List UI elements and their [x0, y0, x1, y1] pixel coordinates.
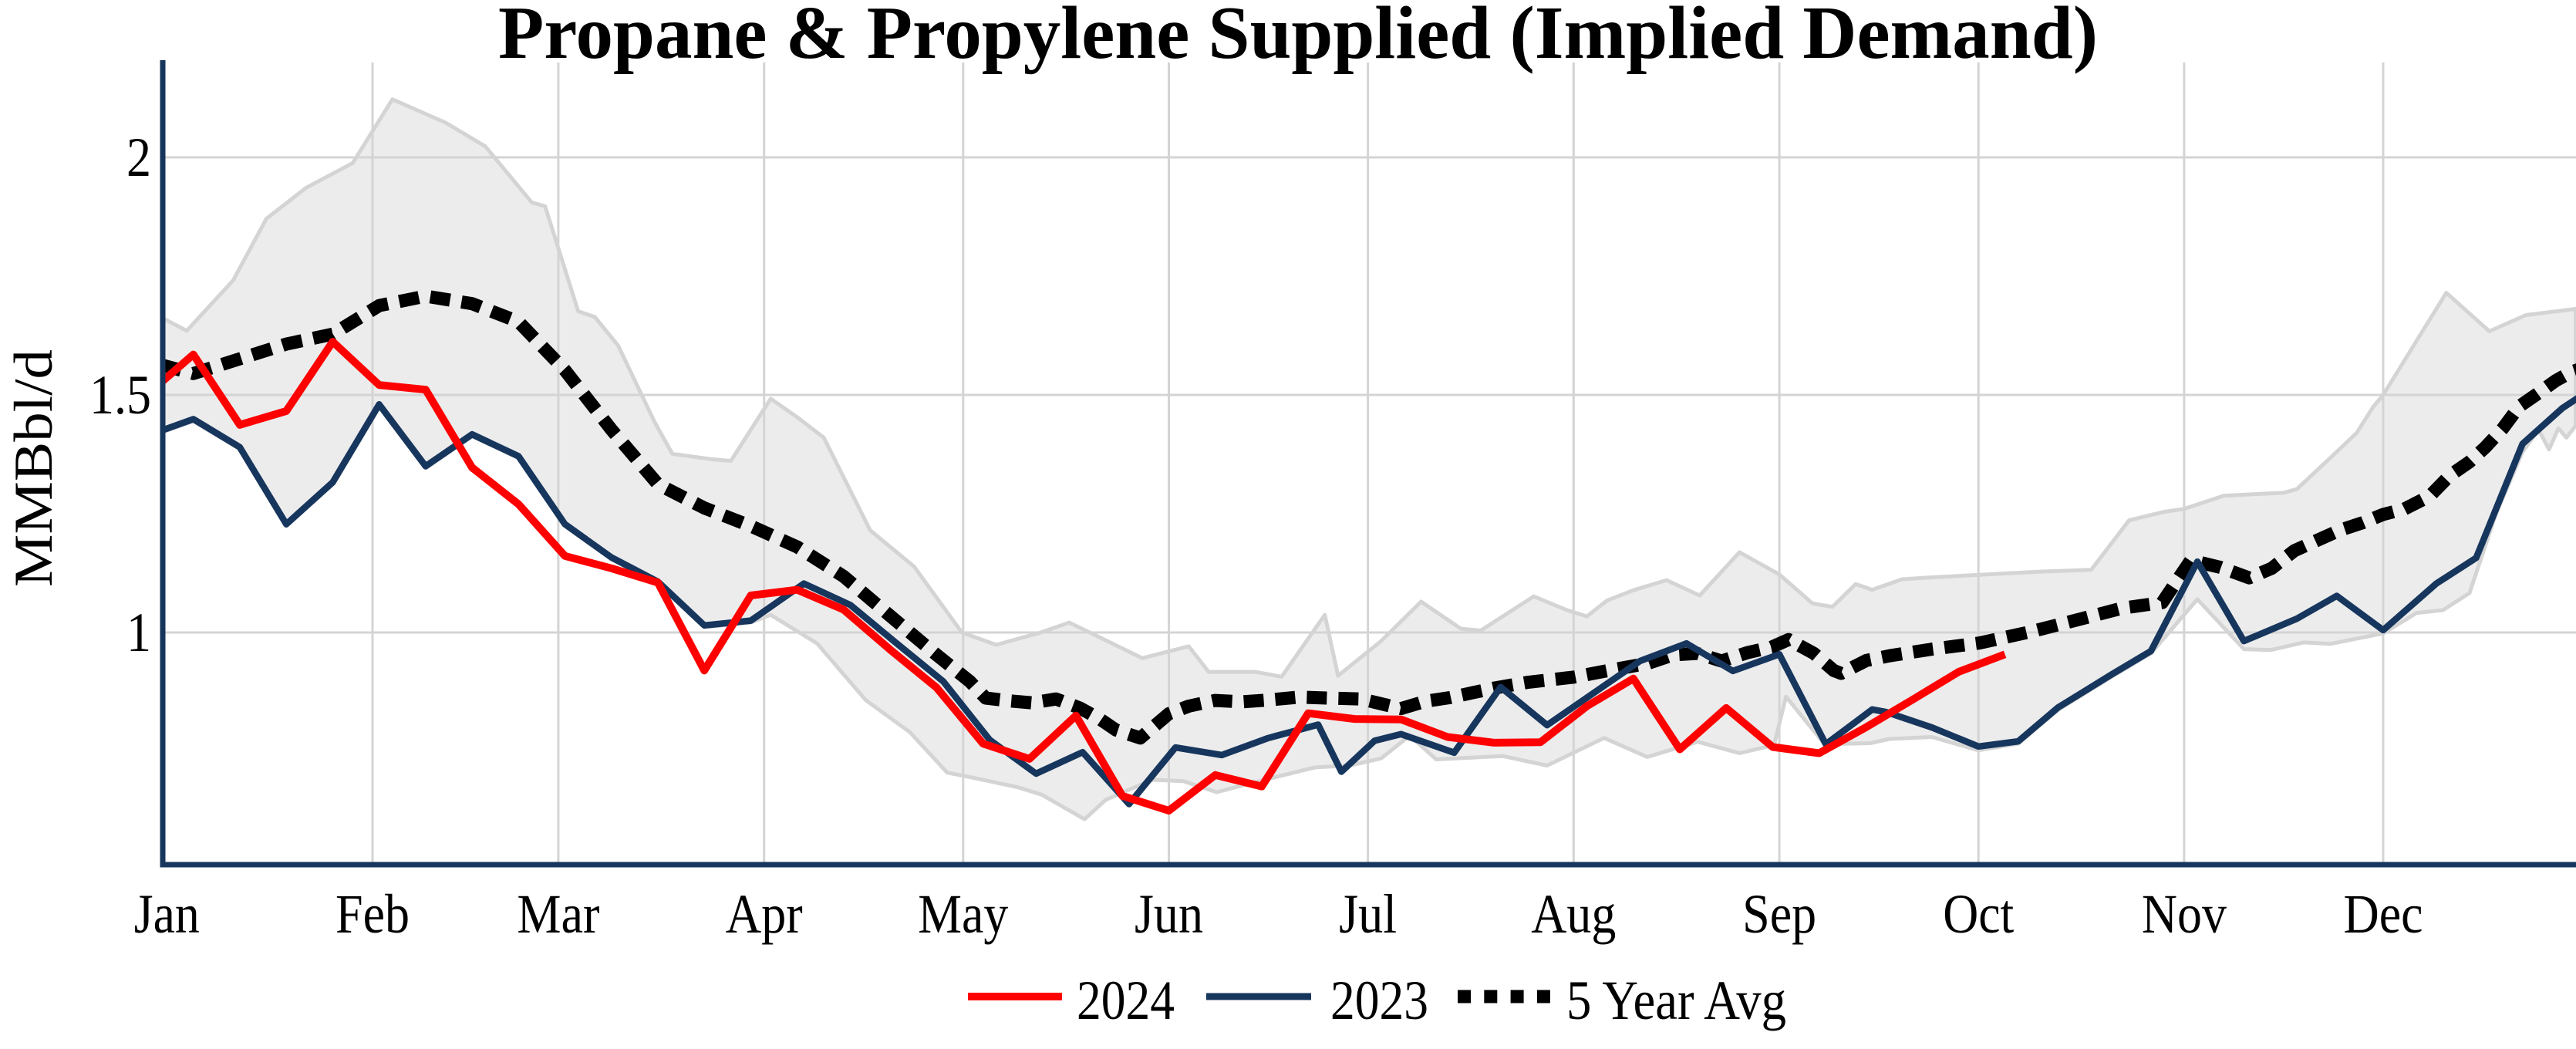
svg-text:Aug: Aug — [1531, 883, 1616, 945]
svg-text:Mar: Mar — [517, 883, 599, 945]
svg-text:1: 1 — [126, 602, 151, 663]
svg-text:2024: 2024 — [1077, 970, 1175, 1031]
svg-text:1.5: 1.5 — [89, 364, 151, 426]
svg-text:Jun: Jun — [1135, 883, 1203, 945]
svg-text:Oct: Oct — [1943, 883, 2014, 945]
svg-text:Dec: Dec — [2344, 883, 2423, 945]
svg-text:5 Year Avg: 5 Year Avg — [1566, 970, 1786, 1031]
svg-text:MMBbl/d: MMBbl/d — [4, 349, 64, 587]
svg-text:Feb: Feb — [335, 883, 410, 945]
svg-text:Sep: Sep — [1742, 883, 1816, 945]
svg-text:May: May — [918, 883, 1008, 945]
svg-text:2: 2 — [126, 126, 151, 188]
svg-text:Jan: Jan — [134, 883, 200, 945]
svg-text:Nov: Nov — [2142, 883, 2227, 945]
svg-text:Jul: Jul — [1339, 883, 1397, 945]
svg-text:2023: 2023 — [1330, 970, 1428, 1031]
svg-text:Propane & Propylene Supplied (: Propane & Propylene Supplied (Implied De… — [498, 0, 2098, 74]
svg-text:Apr: Apr — [726, 883, 803, 945]
